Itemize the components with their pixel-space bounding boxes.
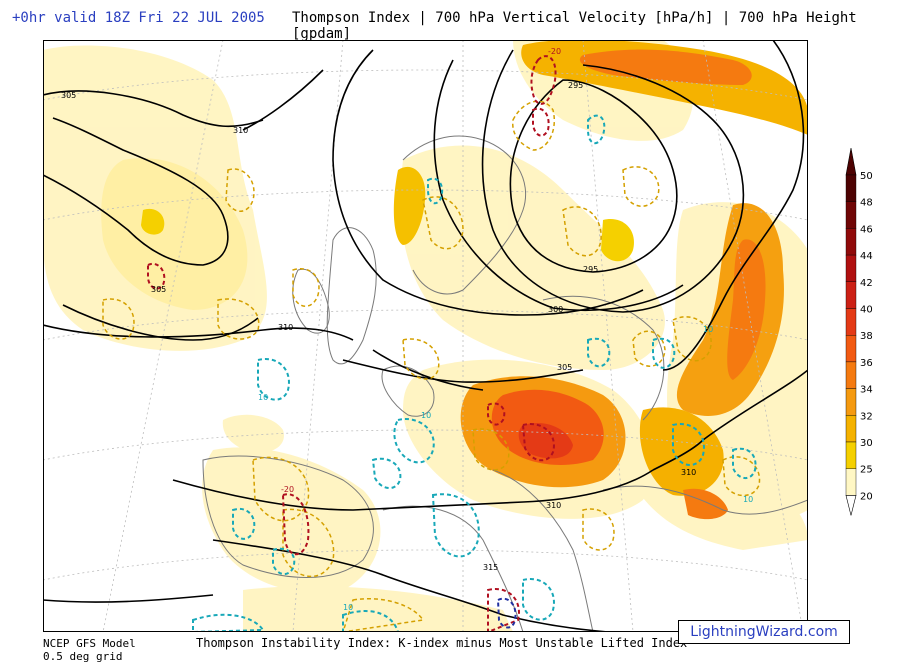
color-scale-ticks: 50 48 46 44 42 40 38 36 34 32 30 25 20	[860, 171, 873, 502]
velocity-labels: -20 -20 10 10 10 10 10	[258, 47, 753, 612]
height-label: 305	[61, 91, 76, 100]
scale-bottom-arrow	[845, 495, 857, 516]
map-frame	[43, 40, 808, 632]
scale-box	[845, 388, 857, 416]
scale-tick-label: 40	[860, 305, 873, 316]
scale-box	[845, 254, 857, 282]
height-label: 310	[681, 468, 696, 477]
velocity-label: -20	[281, 485, 294, 494]
velocity-label: 10	[703, 325, 713, 334]
scale-box	[845, 228, 857, 256]
scale-box	[845, 415, 857, 443]
height-contours	[43, 40, 808, 632]
scale-box	[845, 201, 857, 229]
scale-box	[845, 441, 857, 469]
scale-box	[845, 281, 857, 309]
color-scale-boxes	[845, 148, 857, 516]
scale-tick-label: 42	[860, 278, 873, 289]
scale-tick-label: 34	[860, 385, 873, 396]
height-label: 310	[546, 501, 561, 510]
scale-tick-label: 20	[860, 491, 873, 502]
height-label: 315	[483, 563, 498, 572]
valid-time-label: +0hr valid 18Z Fri 22 JUL 2005	[12, 10, 265, 26]
scale-tick-label: 32	[860, 411, 873, 422]
height-labels: 305 310 305 310 295 300 305 310 310 315 …	[61, 81, 696, 572]
color-scale: 50 48 46 44 42 40 38 36 34 32 30 25 20	[845, 148, 873, 516]
scale-box	[845, 174, 857, 202]
map-title: Thompson Index | 700 hPa Vertical Veloci…	[292, 10, 857, 42]
height-label: 305	[151, 285, 166, 294]
model-name: NCEP GFS Model	[43, 637, 136, 650]
height-label: 305	[557, 363, 572, 372]
scale-box	[845, 308, 857, 336]
graticule	[43, 40, 808, 632]
height-label: 295	[583, 265, 598, 274]
velocity-label: 10	[258, 393, 268, 402]
scale-tick-label: 48	[860, 198, 873, 209]
scale-tick-label: 44	[860, 251, 873, 262]
height-label: 310	[233, 126, 248, 135]
red-dashed-contours	[147, 55, 557, 632]
height-label: 300	[548, 305, 563, 314]
velocity-label: 10	[743, 495, 753, 504]
scale-box	[845, 468, 857, 496]
scale-tick-label: 50	[860, 171, 873, 182]
scale-top-arrow	[845, 148, 857, 176]
weather-map: 305 310 305 310 295 300 305 310 310 315 …	[43, 40, 808, 632]
height-label: 310	[278, 323, 293, 332]
teal-dashed-contours	[192, 114, 757, 632]
scale-tick-label: 25	[860, 465, 873, 476]
scale-tick-label: 30	[860, 438, 873, 449]
scale-box	[845, 334, 857, 363]
scale-tick-label: 38	[860, 331, 873, 342]
index-description: Thompson Instability Index: K-index minu…	[196, 636, 688, 650]
blue-dashed-contours	[496, 597, 517, 629]
height-label: 295	[568, 81, 583, 90]
scale-tick-label: 46	[860, 224, 873, 235]
velocity-label: 10	[421, 411, 431, 420]
velocity-label: 10	[343, 603, 353, 612]
model-info: NCEP GFS Model 0.5 deg grid	[43, 637, 136, 663]
model-grid: 0.5 deg grid	[43, 650, 123, 663]
scale-box	[845, 361, 857, 389]
lightningwizard-logo[interactable]: LightningWizard.com	[678, 620, 850, 644]
coastlines	[202, 135, 808, 632]
velocity-label: -20	[548, 47, 561, 56]
scale-tick-label: 36	[860, 358, 873, 369]
